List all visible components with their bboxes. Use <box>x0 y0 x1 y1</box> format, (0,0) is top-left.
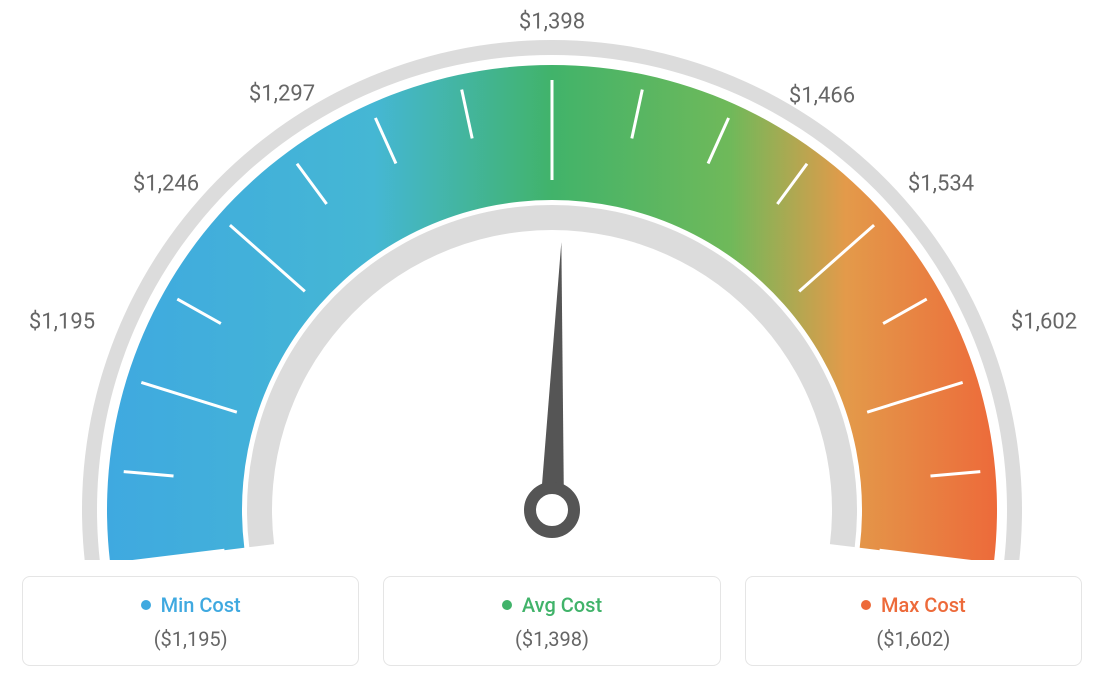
legend-label-min: Min Cost <box>141 593 241 617</box>
legend-value-avg: ($1,398) <box>394 627 709 651</box>
legend-card-min: Min Cost ($1,195) <box>22 576 359 666</box>
gauge-tick-label: $1,398 <box>519 10 585 35</box>
legend-label-avg-text: Avg Cost <box>522 593 602 617</box>
legend-value-max: ($1,602) <box>756 627 1071 651</box>
legend-dot-min <box>141 600 151 610</box>
legend-dot-avg <box>502 600 512 610</box>
gauge-tick-label: $1,466 <box>789 84 855 109</box>
legend-card-avg: Avg Cost ($1,398) <box>383 576 720 666</box>
legend-dot-max <box>861 600 871 610</box>
gauge-area: $1,195 $1,246 $1,297 $1,398 $1,466 $1,534 $1,6… <box>0 0 1104 560</box>
gauge-tick-label: $1,297 <box>249 82 315 107</box>
legend-card-max: Max Cost ($1,602) <box>745 576 1082 666</box>
gauge-tick-label: $1,602 <box>1011 310 1077 335</box>
legend-label-max-text: Max Cost <box>881 593 966 617</box>
legend-label-max: Max Cost <box>861 593 966 617</box>
legend-label-avg: Avg Cost <box>502 593 602 617</box>
gauge-svg <box>0 0 1104 560</box>
gauge-tick-label: $1,534 <box>908 172 974 197</box>
legend-label-min-text: Min Cost <box>161 593 241 617</box>
gauge-tick-label: $1,195 <box>29 310 95 335</box>
gauge-tick-label: $1,246 <box>133 172 199 197</box>
legend-value-min: ($1,195) <box>33 627 348 651</box>
cost-gauge-chart: { "gauge": { "type": "gauge", "center_x"… <box>0 0 1104 690</box>
legend-row: Min Cost ($1,195) Avg Cost ($1,398) Max … <box>0 576 1104 666</box>
